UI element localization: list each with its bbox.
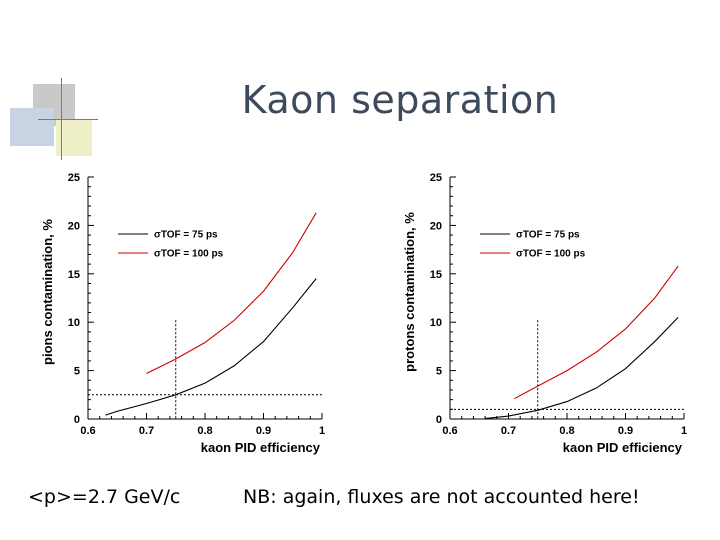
decoration-square-blue [10, 108, 54, 146]
x-tick-label: 0.7 [139, 425, 154, 437]
y-tick-label: 5 [74, 366, 80, 378]
y-tick-label: 0 [74, 414, 80, 426]
legend-label: σTOF = 100 ps [154, 249, 224, 260]
series-line-tof-100ps [514, 265, 679, 400]
y-tick-label: 10 [68, 317, 80, 329]
x-tick-label: 0.8 [559, 425, 574, 437]
y-tick-label: 0 [436, 414, 442, 426]
x-tick-label: 1 [681, 425, 687, 437]
y-tick-label: 25 [430, 172, 442, 184]
y-axis-label: pions contamination, % [40, 219, 55, 365]
x-tick-label: 0.9 [618, 425, 633, 437]
x-axis-label: kaon PID efficiency [201, 440, 321, 455]
y-tick-label: 15 [430, 269, 442, 281]
slide-title: Kaon separation [241, 78, 559, 122]
series-line-tof-75ps [485, 316, 679, 420]
decoration-line-horizontal [38, 119, 98, 120]
y-tick-label: 5 [436, 366, 442, 378]
flux-note: NB: again, fluxes are not accounted here… [243, 486, 640, 508]
protons-contamination-chart: 0 5 10 15 20 25 0.6 0.7 0.8 0.9 1 kaon PID efficien… [402, 172, 687, 455]
decoration-square-yellow [56, 120, 92, 156]
y-axis-label: protons contamination, % [402, 212, 417, 372]
y-tick-label: 10 [430, 317, 442, 329]
pions-contamination-chart: 0 5 10 15 20 25 0.6 0.7 0.8 0.9 1 kaon PID efficien… [40, 172, 325, 455]
x-axis-label: kaon PID efficiency [563, 440, 683, 455]
x-tick-label: 0.7 [501, 425, 516, 437]
legend-label: σTOF = 75 ps [154, 230, 218, 241]
momentum-note: <p>=2.7 GeV/c [28, 486, 181, 508]
x-tick-label: 0.9 [256, 425, 271, 437]
series-line-tof-100ps [146, 212, 317, 374]
legend-label: σTOF = 100 ps [516, 249, 586, 260]
x-tick-label: 0.8 [197, 425, 212, 437]
series-line-tof-75ps [105, 278, 317, 416]
y-tick-label: 20 [68, 220, 80, 232]
legend-label: σTOF = 75 ps [516, 230, 580, 241]
y-tick-label: 20 [430, 220, 442, 232]
y-tick-label: 25 [68, 172, 80, 184]
x-tick-label: 0.6 [80, 425, 95, 437]
x-tick-label: 0.6 [442, 425, 457, 437]
x-tick-label: 1 [319, 425, 325, 437]
y-tick-label: 15 [68, 269, 80, 281]
